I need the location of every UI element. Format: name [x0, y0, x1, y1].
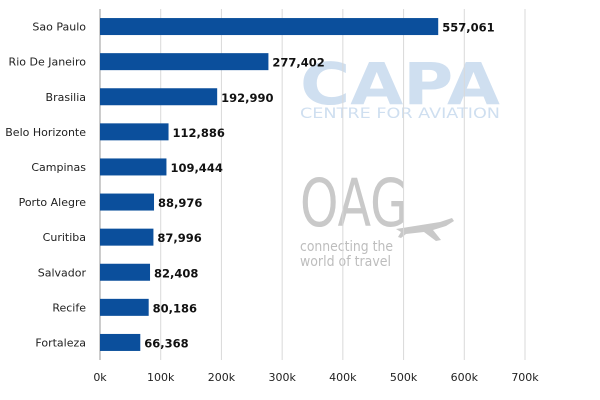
category-label: Recife [52, 301, 86, 314]
oag-watermark: OAG connecting the world of travel [300, 165, 454, 270]
bar [100, 53, 269, 71]
data-label: 557,061 [442, 21, 494, 35]
data-label: 87,996 [157, 231, 201, 245]
x-tick-label: 100k [147, 371, 175, 384]
labels: 0k 100k 200k 300k 400k 500k 600k 700k Sao Paulo 5… [5, 21, 539, 384]
oag-tagline-line2: world of travel [300, 254, 391, 270]
category-label: Curitiba [43, 231, 86, 244]
bar [100, 18, 439, 36]
x-tick-label: 400k [329, 371, 357, 384]
capa-watermark: CAPA CENTRE FOR AVIATION [300, 50, 500, 122]
x-tick-label: 500k [390, 371, 418, 384]
bar [100, 158, 167, 176]
bar [100, 333, 141, 351]
oag-tagline-line1: connecting the [300, 239, 393, 255]
airplane-icon [396, 218, 454, 241]
data-label: 192,990 [221, 91, 273, 105]
capa-logo: CAPA [300, 50, 500, 118]
data-label: 109,444 [170, 161, 222, 175]
data-label: 80,186 [153, 301, 197, 315]
bar [100, 123, 169, 141]
x-tick-label: 200k [208, 371, 236, 384]
category-label: Brasilia [46, 91, 86, 104]
bar [100, 88, 218, 106]
data-label: 88,976 [158, 196, 202, 210]
data-label: 112,886 [173, 126, 225, 140]
category-label: Porto Alegre [19, 196, 87, 209]
category-label: Rio De Janeiro [9, 56, 87, 69]
category-label: Sao Paulo [32, 21, 86, 34]
x-tick-label: 0k [93, 371, 107, 384]
category-label: Salvador [38, 266, 87, 279]
bar [100, 193, 155, 211]
bar [100, 298, 149, 316]
category-label: Belo Horizonte [5, 126, 86, 139]
data-label: 82,408 [154, 266, 198, 280]
x-tick-label: 700k [511, 371, 539, 384]
category-label: Campinas [31, 161, 86, 174]
bar [100, 263, 151, 281]
oag-logo: OAG [300, 165, 408, 242]
data-label: 66,368 [144, 336, 188, 350]
x-tick-label: 600k [451, 371, 479, 384]
data-label: 277,402 [272, 56, 324, 70]
x-tick-label: 300k [268, 371, 296, 384]
bar [100, 228, 154, 246]
bars [100, 18, 439, 351]
category-label: Fortaleza [35, 336, 86, 349]
capa-subtitle: CENTRE FOR AVIATION [300, 106, 500, 122]
